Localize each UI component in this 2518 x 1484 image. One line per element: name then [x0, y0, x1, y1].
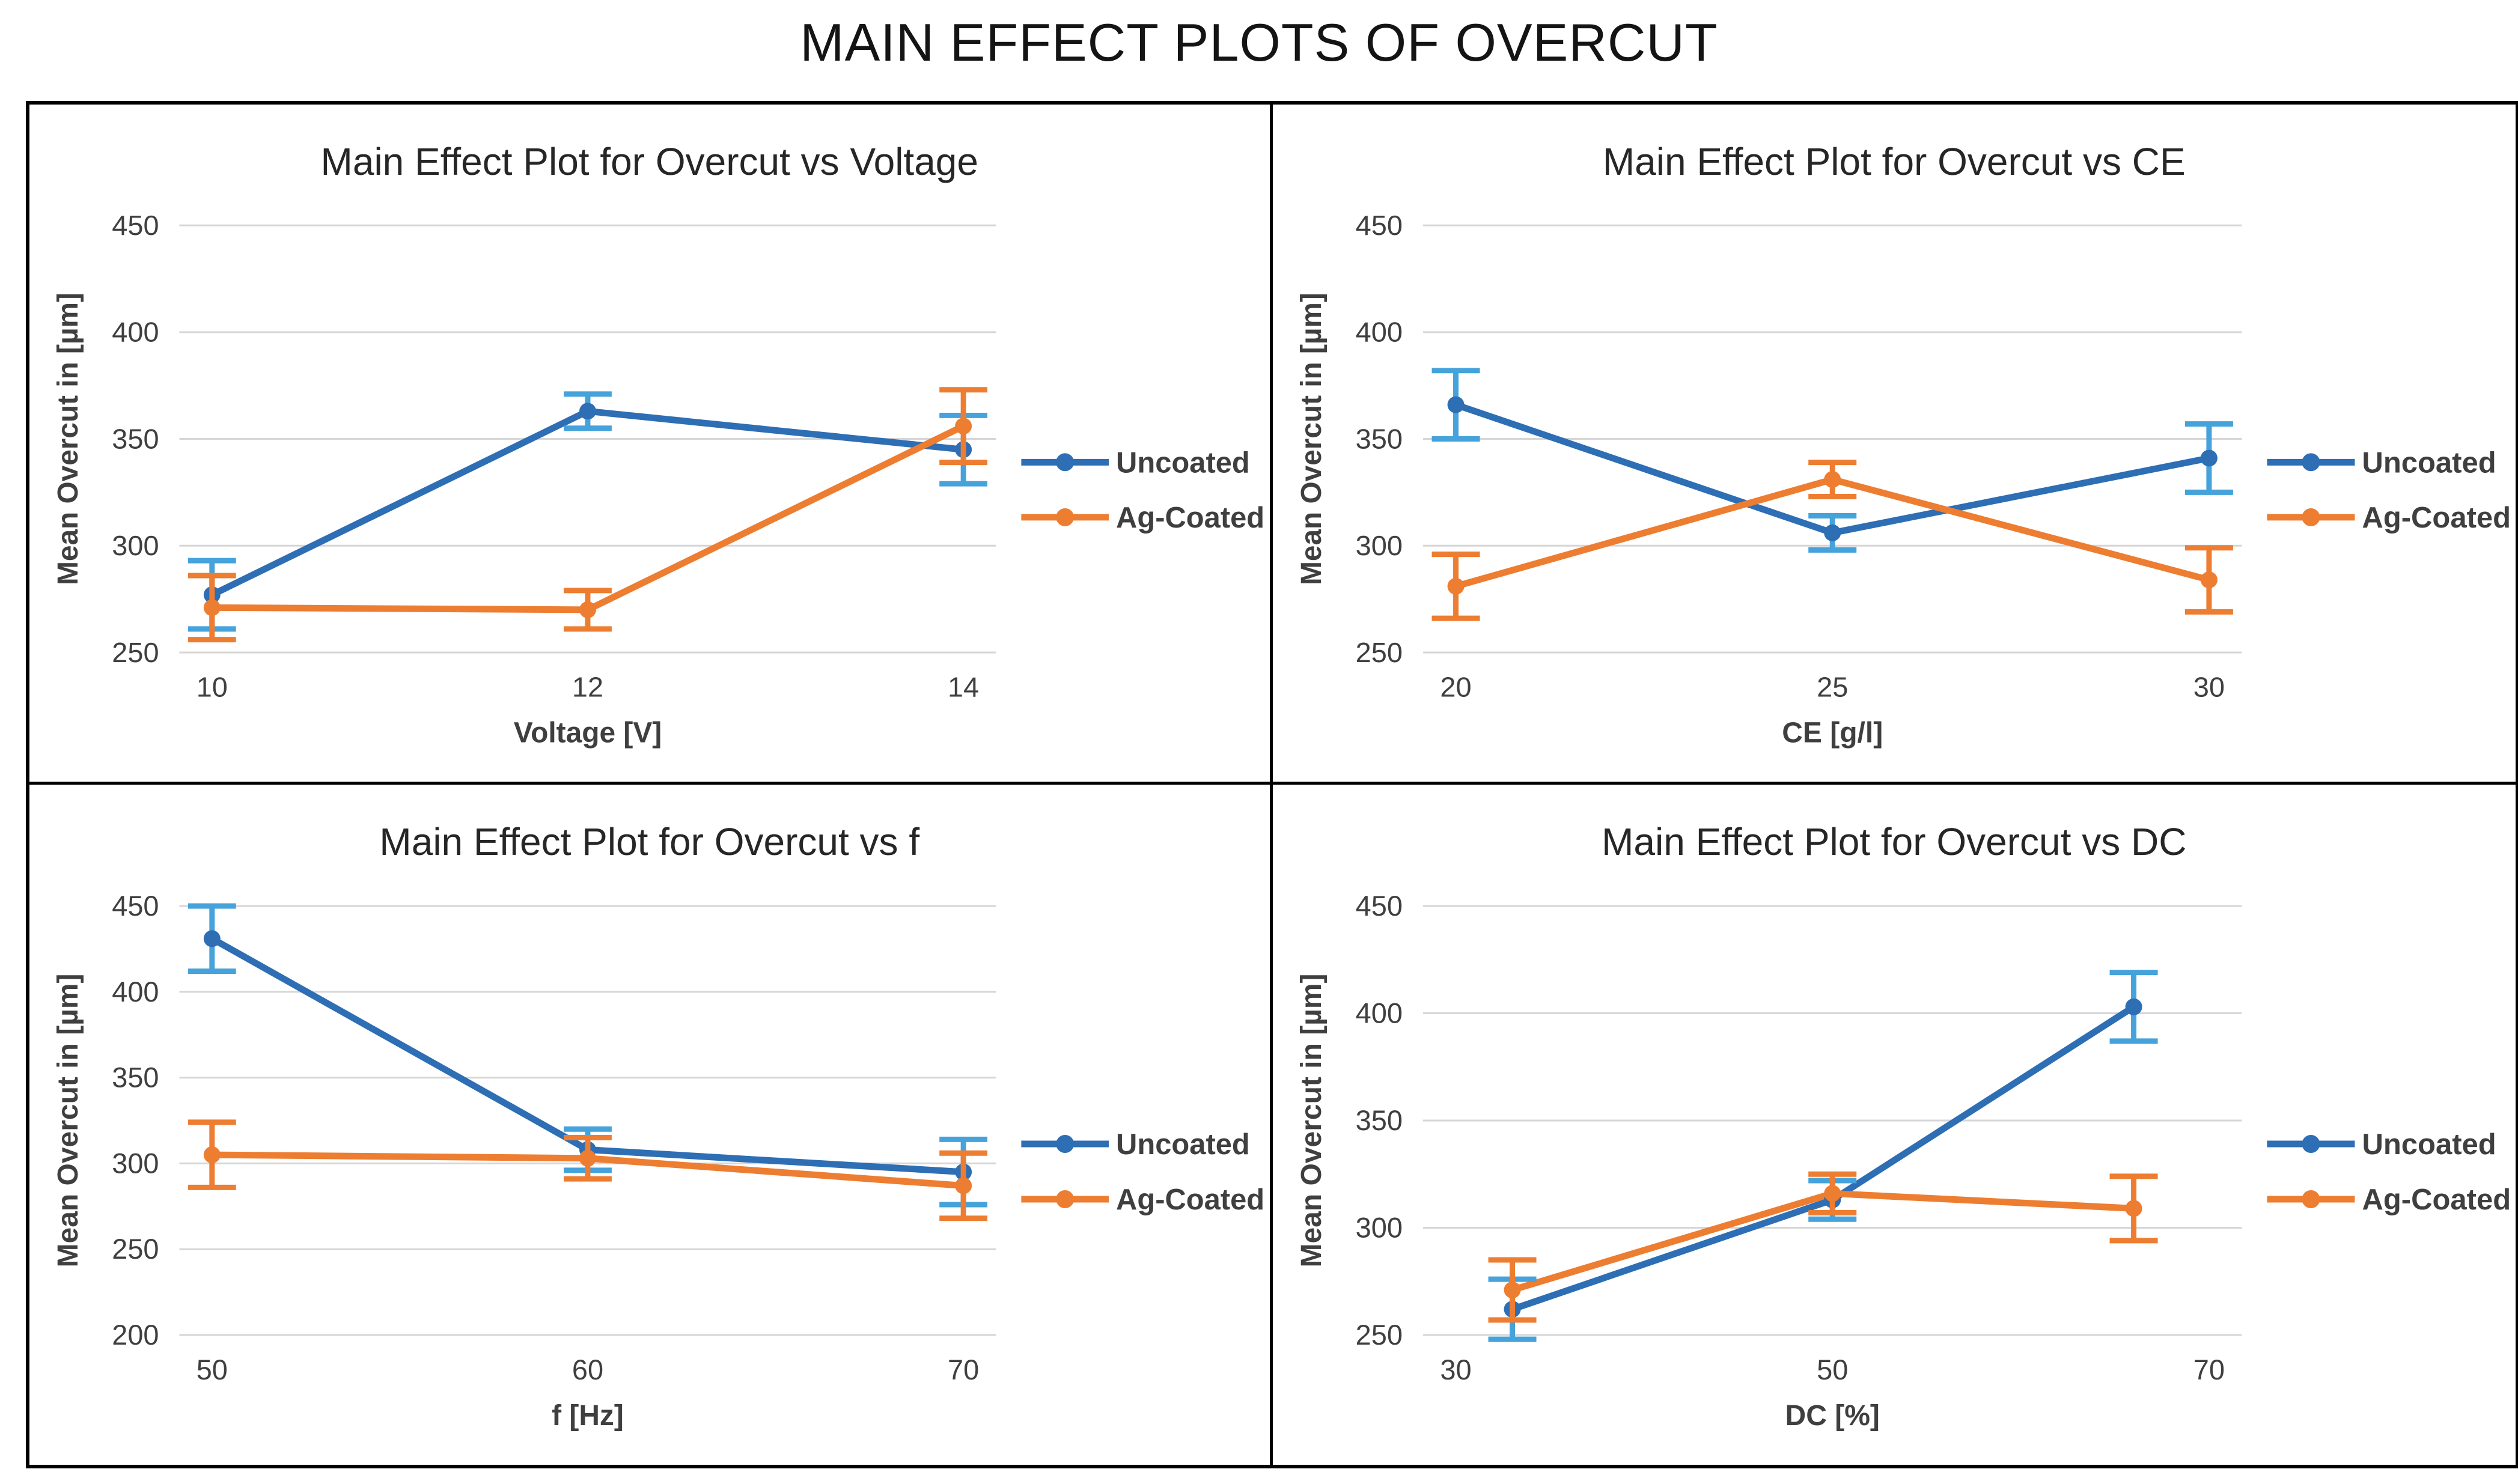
- chart-canvas-voltage: 250 300 350 400 450 10 12 14 Voltage [V] Mean Ove…: [52, 210, 1264, 749]
- y-axis-title: Mean Overcut in [µm]: [52, 974, 84, 1268]
- y-tick-label: 250: [112, 1233, 159, 1265]
- x-tick-label: 50: [197, 1354, 228, 1385]
- y-tick-label: 300: [1355, 530, 1402, 561]
- y-tick-label: 450: [112, 890, 159, 922]
- x-tick-label: 30: [2193, 672, 2224, 703]
- y-tick-label: 250: [1355, 1319, 1402, 1351]
- x-axis-title: DC [%]: [1785, 1400, 1879, 1432]
- legend-marker-ag-coated: [1056, 1190, 1075, 1208]
- y-tick-label: 450: [112, 210, 159, 241]
- y-tick-label: 250: [1355, 637, 1402, 668]
- series-ag-coated-marker: [1823, 1185, 1841, 1202]
- y-tick-label: 350: [112, 424, 159, 455]
- legend-label-ag-coated: Ag-Coated: [1116, 1184, 1264, 1216]
- x-tick-label: 50: [1817, 1354, 1848, 1385]
- chart-title-voltage: Main Effect Plot for Overcut vs Voltage: [320, 140, 978, 183]
- series-ag-coated-marker: [579, 1149, 596, 1167]
- y-tick-label: 450: [1355, 890, 1402, 922]
- chart-title-ce: Main Effect Plot for Overcut vs CE: [1602, 140, 2186, 183]
- series-ag-coated-marker: [955, 418, 972, 435]
- chart-panel-dc: Main Effect Plot for Overcut vs DC 250 30…: [1272, 785, 2516, 1465]
- x-axis-title: f [Hz]: [552, 1400, 624, 1432]
- chart-title-f: Main Effect Plot for Overcut vs f: [379, 820, 920, 863]
- chart-canvas-ce: 250 300 350 400 450 20 25 30 CE [g/l] Mean Overcu…: [1295, 210, 2511, 749]
- legend-marker-uncoated: [2301, 453, 2320, 472]
- legend-marker-ag-coated: [2301, 508, 2320, 526]
- series-uncoated-marker: [1447, 396, 1465, 413]
- chart-canvas-dc: 250 300 350 400 450 30 50 70 DC [%] Mean Overcut …: [1296, 890, 2511, 1432]
- series-uncoated-marker: [203, 930, 221, 947]
- legend-label-ag-coated: Ag-Coated: [2362, 502, 2511, 534]
- legend-label-uncoated: Uncoated: [2362, 446, 2496, 479]
- y-tick-label: 400: [1355, 997, 1402, 1029]
- y-tick-label: 300: [112, 1148, 159, 1179]
- series-ag-coated-marker: [1447, 577, 1465, 595]
- y-tick-label: 200: [112, 1319, 159, 1351]
- chart-canvas-f: 200 250 300 350 400 450 50 60 70 f [Hz] Mean Overc…: [52, 890, 1264, 1432]
- y-tick-label: 300: [1355, 1212, 1402, 1244]
- x-axis-title: CE [g/l]: [1782, 717, 1883, 749]
- legend-marker-ag-coated: [1056, 508, 1075, 526]
- x-tick-label: 70: [948, 1354, 979, 1385]
- series-ag-coated-marker: [579, 601, 596, 618]
- legend-label-uncoated: Uncoated: [1116, 446, 1250, 479]
- legend-label-uncoated: Uncoated: [1116, 1128, 1250, 1161]
- chart-grid: Main Effect Plot for Overcut vs Voltage …: [26, 101, 2518, 1468]
- series-ag-coated-line: [209, 422, 967, 613]
- legend-marker-uncoated: [1056, 453, 1075, 472]
- y-tick-label: 350: [1355, 424, 1402, 455]
- y-axis-title: Mean Overcut in [µm]: [52, 293, 84, 585]
- chart-panel-ce: Main Effect Plot for Overcut vs CE 250 30…: [1272, 105, 2516, 785]
- figure-title: MAIN EFFECT PLOTS OF OVERCUT: [800, 13, 1718, 72]
- y-tick-label: 350: [112, 1062, 159, 1093]
- y-tick-label: 400: [1355, 317, 1402, 348]
- series-uncoated-marker: [2200, 449, 2218, 467]
- legend-marker-uncoated: [1056, 1135, 1075, 1153]
- x-axis-title: Voltage [V]: [514, 717, 662, 749]
- series-ag-coated-marker: [203, 599, 221, 616]
- y-tick-label: 350: [1355, 1104, 1402, 1136]
- series-ag-coated-marker: [1823, 471, 1841, 488]
- x-tick-label: 60: [572, 1354, 603, 1385]
- x-tick-label: 12: [572, 672, 603, 703]
- series-ag-coated-marker: [1504, 1282, 1521, 1299]
- chart-title-dc: Main Effect Plot for Overcut vs DC: [1602, 820, 2187, 863]
- series-ag-coated-marker: [955, 1177, 972, 1194]
- legend-marker-uncoated: [2301, 1135, 2320, 1153]
- series-ag-coated-marker: [203, 1146, 221, 1164]
- y-axis-title: Mean Overcut in [µm]: [1296, 973, 1328, 1267]
- legend-label-uncoated: Uncoated: [2362, 1128, 2496, 1161]
- chart-panel-voltage: Main Effect Plot for Overcut vs Voltage …: [29, 105, 1273, 785]
- x-tick-label: 30: [1440, 1354, 1471, 1385]
- series-uncoated-marker: [1823, 524, 1841, 541]
- legend-label-ag-coated: Ag-Coated: [2362, 1184, 2511, 1216]
- x-tick-label: 25: [1817, 672, 1848, 703]
- y-tick-label: 400: [112, 976, 159, 1008]
- series-ag-coated-marker: [2125, 1200, 2142, 1217]
- y-tick-label: 400: [112, 317, 159, 348]
- y-tick-label: 300: [112, 530, 159, 561]
- x-tick-label: 14: [948, 672, 979, 703]
- y-tick-label: 450: [1355, 210, 1402, 241]
- series-ag-coated-marker: [2200, 571, 2218, 589]
- x-tick-label: 20: [1440, 672, 1471, 703]
- chart-panel-f: Main Effect Plot for Overcut vs f 200 250…: [29, 785, 1273, 1465]
- series-uncoated-marker: [579, 403, 596, 420]
- legend-marker-ag-coated: [2301, 1190, 2320, 1208]
- series-uncoated-marker: [2125, 998, 2142, 1015]
- y-axis-title: Mean Overcut in [µm]: [1295, 293, 1327, 585]
- legend-label-ag-coated: Ag-Coated: [1116, 502, 1264, 534]
- x-tick-label: 70: [2193, 1354, 2224, 1385]
- y-tick-label: 250: [112, 637, 159, 668]
- x-tick-label: 10: [197, 672, 228, 703]
